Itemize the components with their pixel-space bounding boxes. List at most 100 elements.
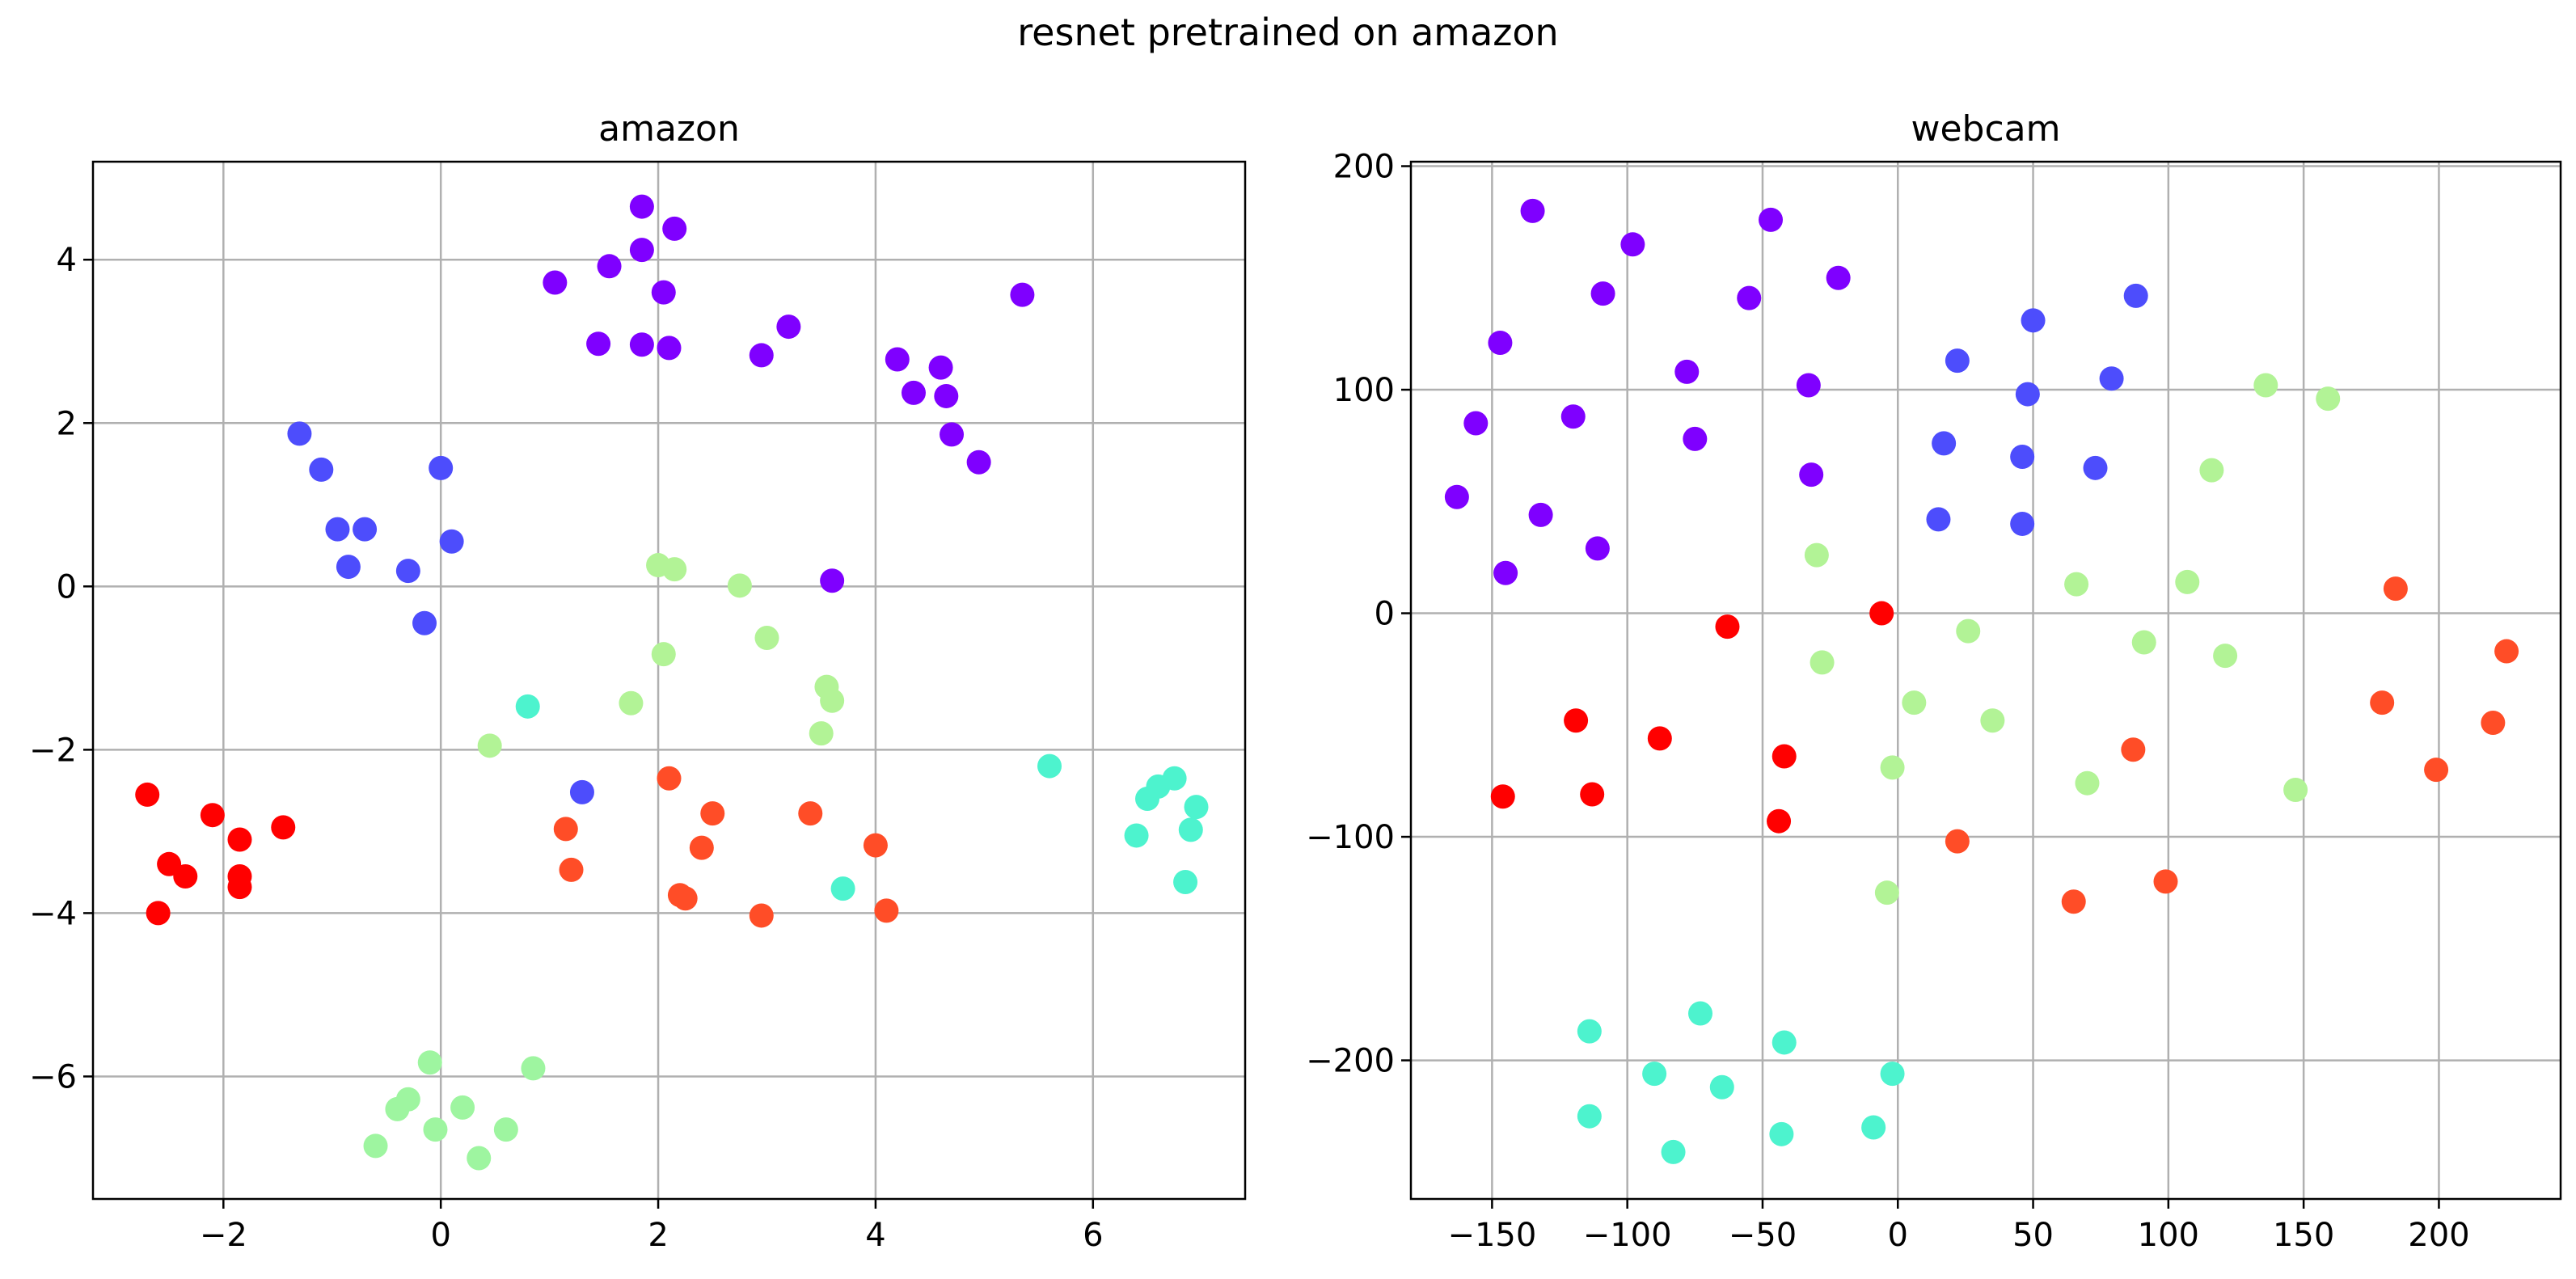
webcam-point-class-violet [1674,359,1700,384]
amazon-point-class-red [173,863,198,889]
amazon-point-class-salmon [749,903,774,928]
webcam-point-class-lightgreen [2316,386,2341,412]
webcam-point-class-blue [1926,507,1951,532]
amazon-point-class-blue [353,517,378,542]
amazon-point-class-blue [325,517,350,542]
webcam-point-class-lightgreen [2175,569,2200,594]
webcam-point-class-cyan [1642,1062,1667,1087]
amazon-point-class-violet [820,568,845,593]
webcam-point-class-salmon [2494,639,2519,664]
amazon-xtick-label: 4 [865,1217,885,1254]
webcam-point-class-salmon [2121,737,2146,762]
amazon-point-class-red [146,901,171,926]
figure-title: resnet pretrained on amazon [1017,11,1558,54]
webcam-point-class-salmon [2061,889,2086,914]
amazon-point-class-blue [439,529,464,554]
amazon-point-class-paleGreen [467,1146,492,1171]
webcam-xtick-label: −50 [1729,1217,1797,1254]
amazon-point-class-lightgreen [662,557,687,582]
amazon-point-class-cyan [1124,823,1149,848]
amazon-point-class-red [227,875,252,900]
webcam-point-class-violet [1488,330,1513,355]
webcam-point-class-salmon [2370,690,2395,715]
webcam-point-class-blue [2083,455,2108,480]
webcam-point-class-violet [1620,232,1645,257]
amazon-point-class-violet [597,254,622,279]
amazon-point-class-violet [629,194,654,219]
webcam-point-class-violet [1493,560,1518,585]
amazon-point-class-salmon [798,801,823,826]
webcam-point-class-salmon [2383,576,2408,602]
amazon-point-class-lightgreen [477,733,502,758]
webcam-ytick-label: −200 [1306,1043,1395,1080]
amazon-point-class-cyan [1162,766,1187,791]
webcam-point-class-lightgreen [1810,650,1835,675]
amazon-point-class-violet [901,380,926,405]
amazon-point-class-cyan [1184,795,1209,820]
webcam-point-class-violet [1799,462,1824,488]
webcam-point-class-cyan [1861,1115,1886,1140]
amazon-ytick-label: −2 [29,732,77,769]
amazon-point-class-blue [569,779,594,804]
webcam-xtick-label: −100 [1583,1217,1672,1254]
webcam-point-class-violet [1796,373,1821,398]
amazon-point-class-lightgreen [820,688,845,713]
amazon-point-class-salmon [657,766,682,791]
webcam-xtick-label: 0 [1888,1217,1908,1254]
webcam-point-class-lightgreen [2075,770,2100,796]
amazon-point-class-blue [429,455,454,480]
amazon-ytick-label: 4 [57,242,77,279]
amazon-ytick-label: −4 [29,895,77,932]
webcam-point-class-salmon [2153,869,2178,894]
webcam-point-class-violet [1683,426,1708,451]
amazon-point-class-violet [940,422,965,447]
amazon-point-class-violet [629,332,654,357]
amazon-point-class-paleGreen [493,1117,518,1142]
webcam-point-class-lightgreen [2131,630,2156,655]
amazon-point-class-violet [586,331,611,357]
amazon-xtick-label: 2 [648,1217,668,1254]
amazon-point-class-lightgreen [754,625,779,650]
webcam-point-class-red [1490,784,1515,809]
amazon-point-class-lightgreen [619,690,644,715]
amazon-point-class-salmon [874,898,899,923]
amazon-axes-title: amazon [598,108,740,150]
webcam-point-class-violet [1585,536,1610,561]
amazon-point-class-cyan [1173,870,1198,895]
webcam-point-class-blue [2010,444,2035,469]
webcam-ytick-label: 100 [1333,372,1395,409]
webcam-point-class-lightgreen [1880,755,1905,780]
amazon-xtick-label: 0 [430,1217,450,1254]
webcam-point-class-blue [2123,283,2148,308]
webcam-point-class-red [1580,782,1605,807]
amazon-ytick-label: −6 [29,1058,77,1095]
webcam-point-class-violet [1737,285,1762,310]
amazon-point-class-cyan [1037,753,1062,779]
amazon-point-class-lightgreen [727,573,752,598]
amazon-point-class-violet [928,355,953,380]
amazon-point-class-salmon [673,886,698,911]
webcam-point-class-cyan [1688,1001,1713,1026]
amazon-point-class-paleGreen [385,1096,410,1121]
webcam-xtick-label: 200 [2408,1217,2469,1254]
amazon-point-class-violet [1010,282,1035,307]
webcam-panel: webcam −150 −100 −50 0 50 100 150 200 −200 −100 0 10… [1306,108,2562,1254]
amazon-point-class-blue [395,559,420,584]
amazon-panel: amazon −2 0 2 4 6 −6 −4 −2 0 2 4 [29,108,1247,1254]
webcam-axes-title: webcam [1911,108,2060,150]
amazon-point-class-blue [412,610,437,635]
webcam-ytick-label: 0 [1375,596,1395,633]
amazon-point-class-cyan [1178,817,1203,842]
amazon-point-class-paleGreen [363,1133,388,1159]
amazon-point-class-salmon [689,835,714,860]
amazon-point-class-salmon [559,857,584,882]
amazon-point-class-violet [749,343,774,368]
webcam-point-class-salmon [2424,758,2449,783]
webcam-point-class-cyan [1772,1030,1797,1055]
amazon-axes-frame [91,160,1247,1201]
webcam-point-class-salmon [1945,829,1970,854]
webcam-point-class-red [1715,614,1740,640]
webcam-xtick-label: 150 [2273,1217,2334,1254]
webcam-point-class-violet [1560,404,1586,429]
